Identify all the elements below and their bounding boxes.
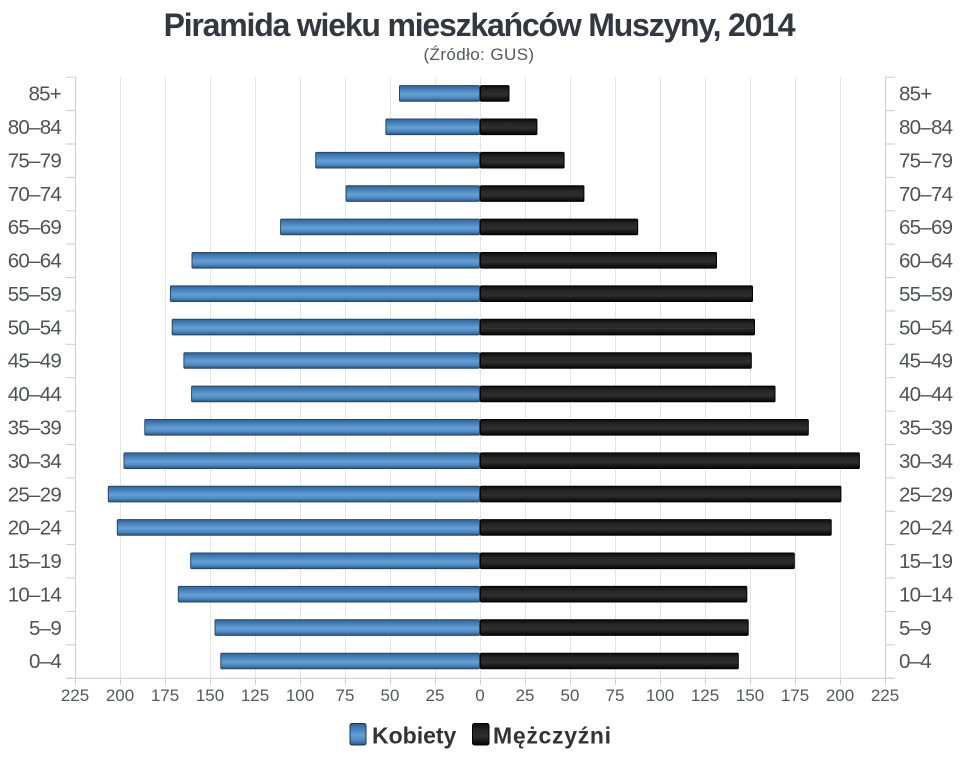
- svg-text:65–69: 65–69: [8, 216, 62, 239]
- svg-text:20–24: 20–24: [899, 517, 953, 540]
- svg-text:70–74: 70–74: [8, 183, 62, 206]
- svg-text:25: 25: [516, 686, 535, 705]
- svg-text:75–79: 75–79: [899, 149, 953, 172]
- svg-text:(Źródło: GUS): (Źródło: GUS): [424, 45, 535, 64]
- svg-text:85+: 85+: [899, 83, 932, 106]
- svg-text:25: 25: [426, 686, 445, 705]
- svg-text:60–64: 60–64: [8, 250, 62, 273]
- svg-text:5–9: 5–9: [29, 617, 61, 640]
- svg-text:50–54: 50–54: [899, 316, 953, 339]
- svg-text:125: 125: [241, 686, 269, 705]
- svg-text:35–39: 35–39: [899, 417, 953, 440]
- svg-text:65–69: 65–69: [899, 216, 953, 239]
- svg-text:50: 50: [381, 686, 400, 705]
- svg-text:55–59: 55–59: [899, 283, 953, 306]
- svg-text:10–14: 10–14: [899, 583, 953, 606]
- svg-text:15–19: 15–19: [8, 550, 62, 573]
- svg-text:150: 150: [736, 686, 764, 705]
- svg-text:35–39: 35–39: [8, 417, 62, 440]
- svg-text:15–19: 15–19: [899, 550, 953, 573]
- svg-text:45–49: 45–49: [8, 350, 62, 373]
- svg-text:80–84: 80–84: [899, 116, 953, 139]
- svg-text:50–54: 50–54: [8, 316, 62, 339]
- svg-text:40–44: 40–44: [8, 383, 62, 406]
- svg-text:0–4: 0–4: [899, 650, 931, 673]
- svg-text:85+: 85+: [28, 83, 61, 106]
- svg-text:200: 200: [826, 686, 854, 705]
- svg-text:25–29: 25–29: [8, 483, 62, 506]
- svg-text:125: 125: [691, 686, 719, 705]
- svg-text:Mężczyźni: Mężczyźni: [493, 723, 612, 749]
- svg-text:70–74: 70–74: [899, 183, 953, 206]
- svg-text:60–64: 60–64: [899, 250, 953, 273]
- svg-text:45–49: 45–49: [899, 350, 953, 373]
- svg-text:200: 200: [106, 686, 134, 705]
- svg-text:75: 75: [336, 686, 355, 705]
- svg-text:5–9: 5–9: [899, 617, 931, 640]
- svg-text:40–44: 40–44: [899, 383, 953, 406]
- svg-text:175: 175: [781, 686, 809, 705]
- svg-text:Kobiety: Kobiety: [372, 723, 457, 749]
- svg-text:80–84: 80–84: [8, 116, 62, 139]
- svg-text:75–79: 75–79: [8, 149, 62, 172]
- svg-text:10–14: 10–14: [8, 583, 62, 606]
- svg-text:225: 225: [61, 686, 89, 705]
- svg-text:175: 175: [151, 686, 179, 705]
- svg-text:20–24: 20–24: [8, 517, 62, 540]
- svg-text:225: 225: [871, 686, 899, 705]
- svg-text:30–34: 30–34: [8, 450, 62, 473]
- svg-text:150: 150: [196, 686, 224, 705]
- svg-text:25–29: 25–29: [899, 483, 953, 506]
- svg-text:50: 50: [561, 686, 580, 705]
- svg-text:75: 75: [606, 686, 625, 705]
- svg-text:0: 0: [475, 686, 484, 705]
- svg-text:30–34: 30–34: [899, 450, 953, 473]
- svg-text:100: 100: [646, 686, 674, 705]
- svg-text:Piramida wieku mieszkańców Mus: Piramida wieku mieszkańców Muszyny, 2014: [164, 7, 796, 43]
- svg-text:100: 100: [286, 686, 314, 705]
- svg-text:55–59: 55–59: [8, 283, 62, 306]
- svg-text:0–4: 0–4: [29, 650, 61, 673]
